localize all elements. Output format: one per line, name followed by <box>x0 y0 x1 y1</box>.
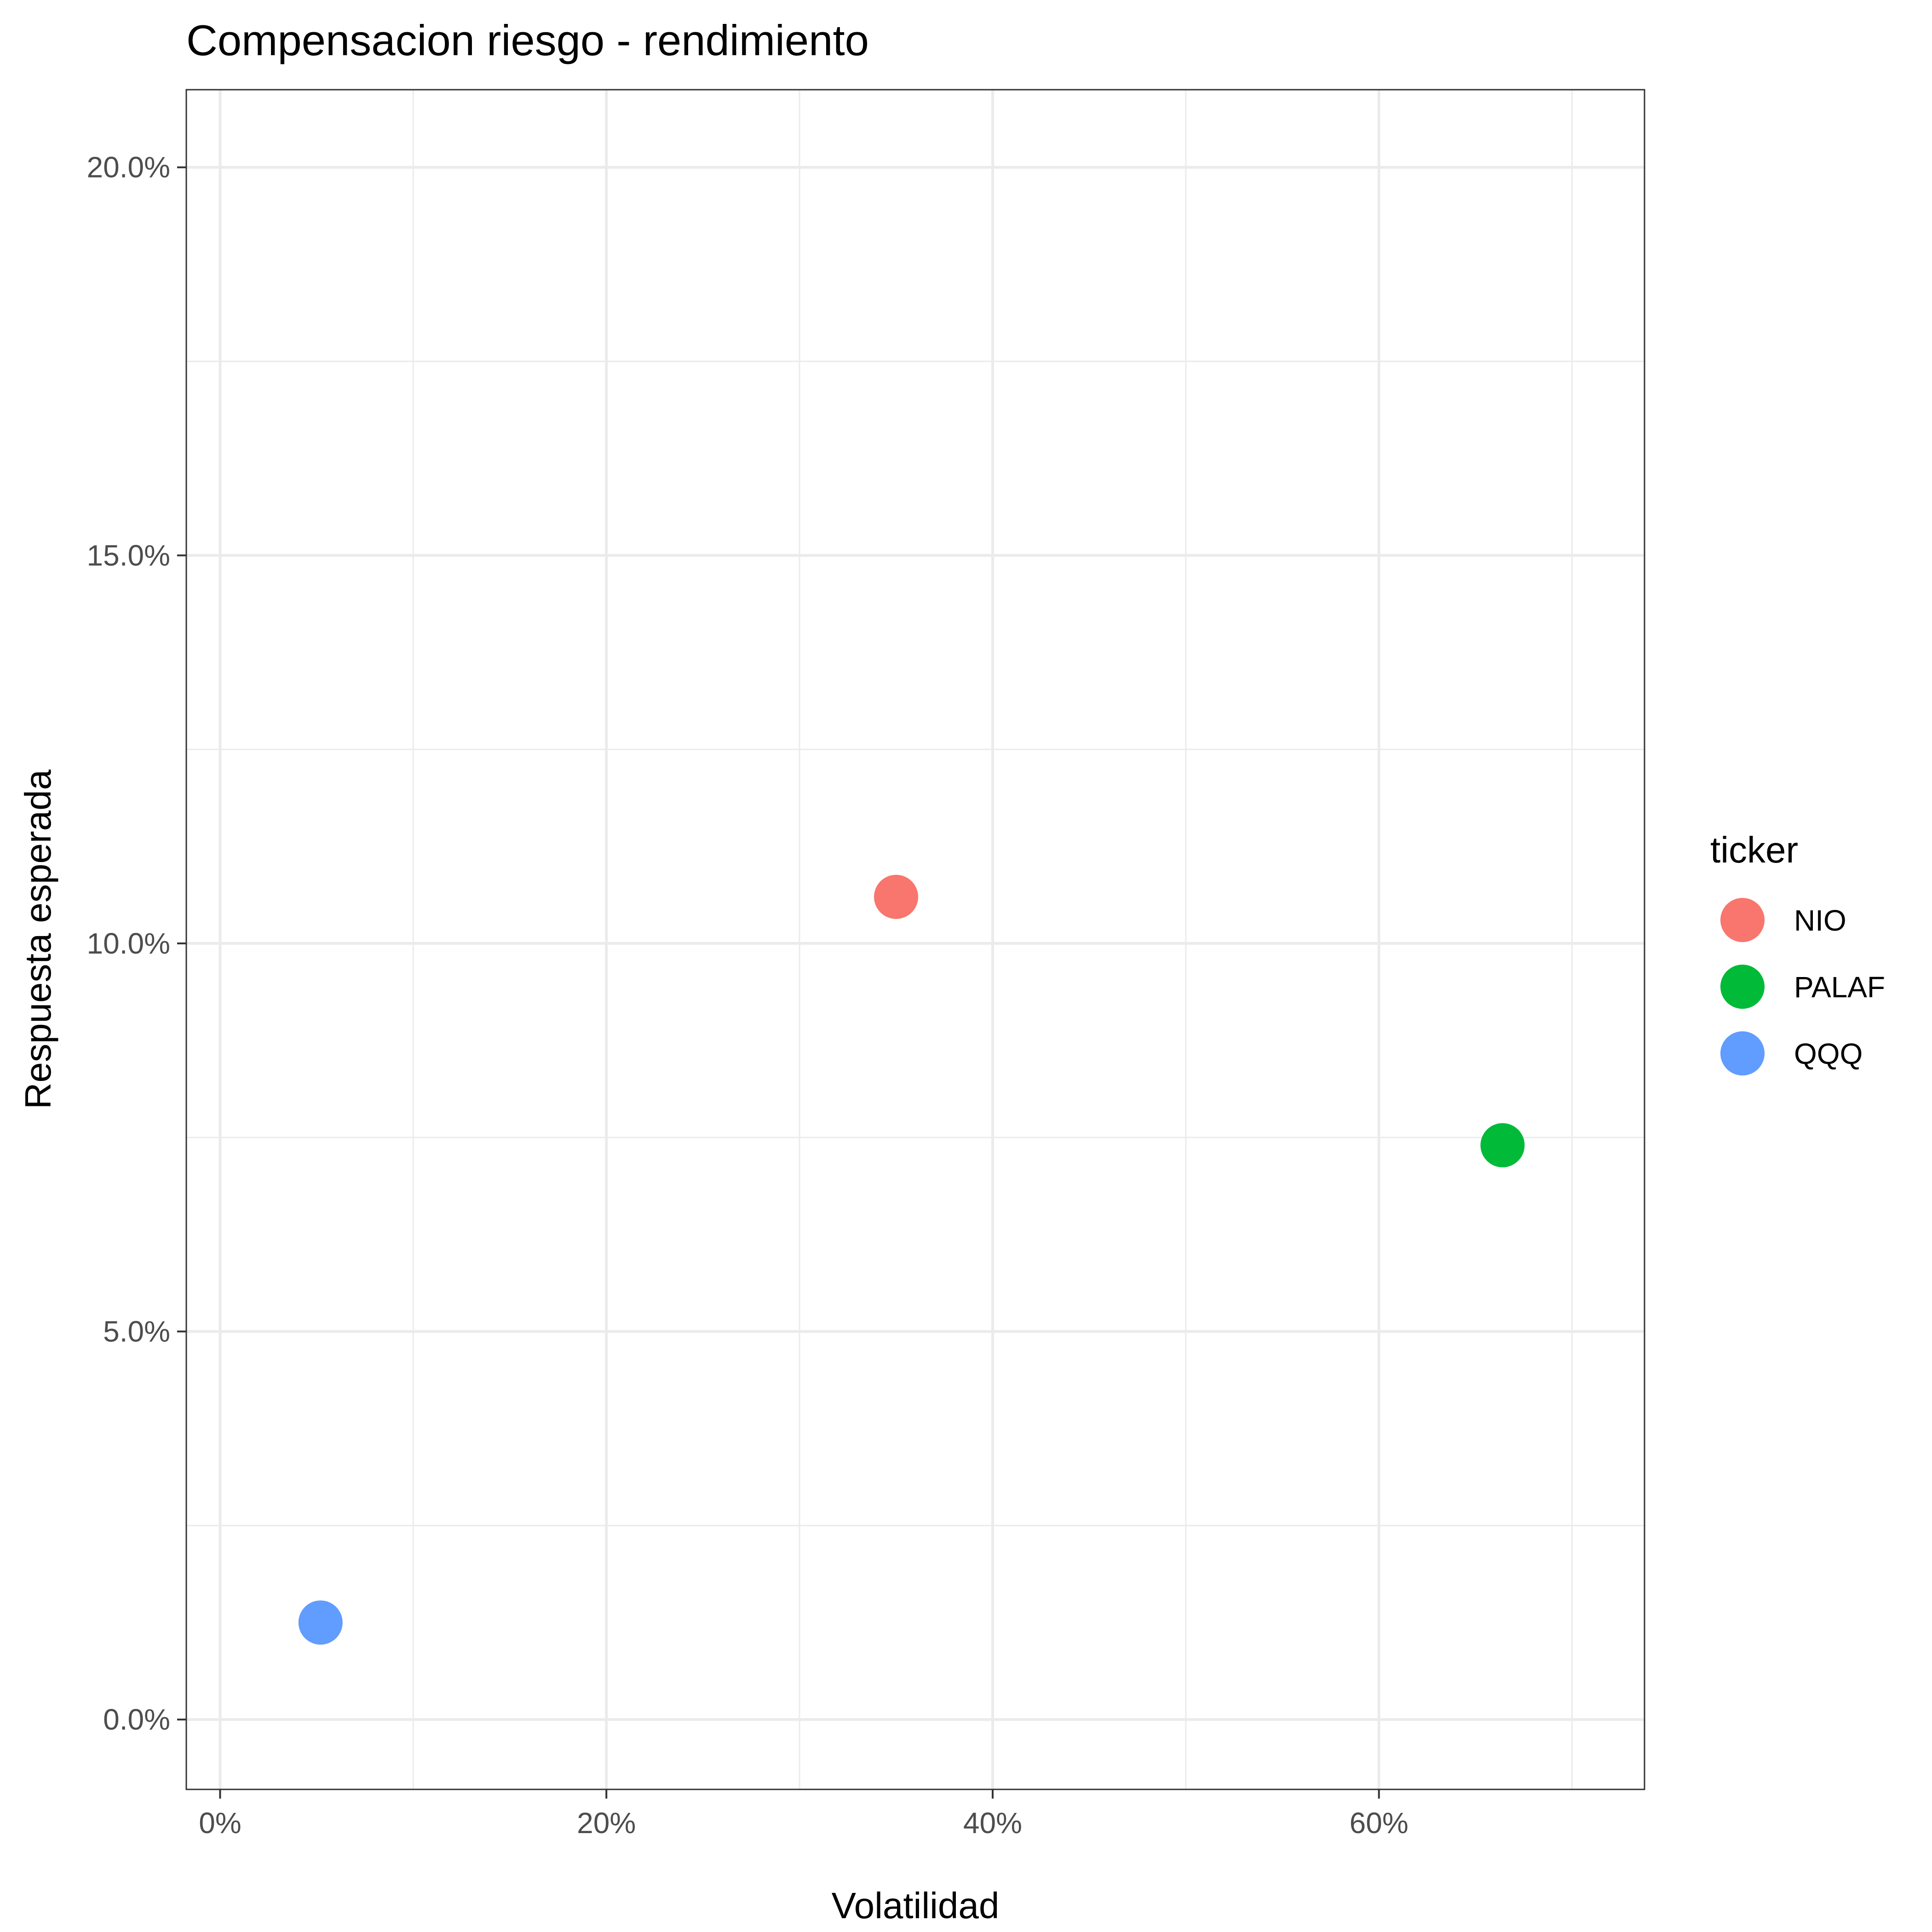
y-tick-label: 5.0% <box>103 1315 170 1348</box>
y-tick-label: 15.0% <box>87 539 170 572</box>
x-tick-label: 20% <box>577 1806 636 1840</box>
point-nio <box>874 874 919 919</box>
y-axis-title: Respuesta esperada <box>17 769 58 1109</box>
legend-label-nio: NIO <box>1794 904 1846 937</box>
y-tick-label: 0.0% <box>103 1703 170 1736</box>
data-points <box>298 874 1525 1645</box>
y-axis: 0.0% 5.0% 10.0% 15.0% 20.0% <box>87 151 186 1736</box>
legend: ticker NIO PALAF QQQ <box>1710 829 1885 1075</box>
point-palaf <box>1480 1123 1525 1167</box>
x-tick-label: 0% <box>199 1806 242 1840</box>
legend-title: ticker <box>1710 829 1798 870</box>
x-tick-label: 40% <box>963 1806 1022 1840</box>
chart-title: Compensacion riesgo - rendimiento <box>186 16 869 64</box>
legend-key-qqq <box>1720 1031 1765 1075</box>
grid-minor <box>186 90 1644 1789</box>
plot-panel <box>186 90 1644 1789</box>
x-tick-label: 60% <box>1350 1806 1409 1840</box>
x-axis-title: Volatilidad <box>832 1885 1000 1926</box>
y-tick-label: 10.0% <box>87 927 170 960</box>
legend-key-nio <box>1720 898 1765 942</box>
legend-label-palaf: PALAF <box>1794 971 1885 1004</box>
point-qqq <box>298 1600 343 1645</box>
legend-key-palaf <box>1720 965 1765 1009</box>
x-axis: 0% 20% 40% 60% <box>199 1789 1409 1840</box>
y-tick-label: 20.0% <box>87 151 170 184</box>
grid-major <box>186 90 1644 1789</box>
plot-border <box>185 89 1645 1790</box>
legend-label-qqq: QQQ <box>1794 1037 1863 1070</box>
